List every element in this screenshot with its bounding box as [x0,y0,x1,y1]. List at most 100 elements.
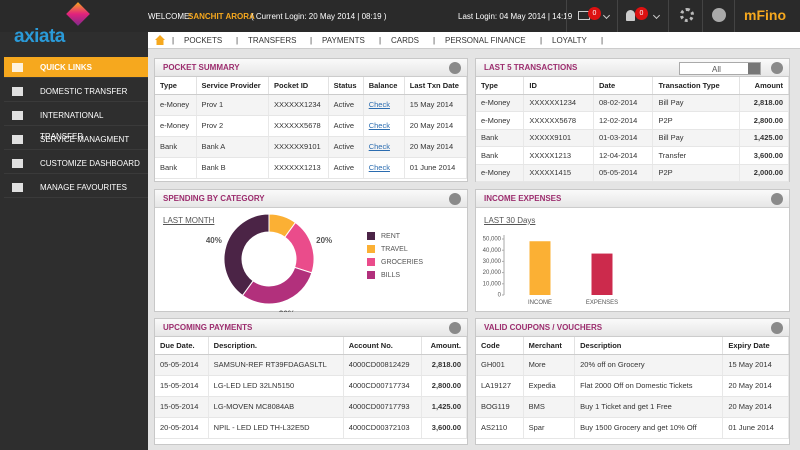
table-cell: P2P [652,164,741,182]
collapse-button[interactable] [449,62,461,74]
table-cell: 01 June 2014 [404,157,468,179]
table-cell: 01 June 2014 [722,417,789,439]
nav-item[interactable]: PAYMENTS [322,36,365,45]
dropdown-caret[interactable] [652,11,661,20]
nav-separator: | [540,36,543,45]
table-cell: 2,818.00 [421,354,468,376]
sidebar-item[interactable]: DOMESTIC TRANSFER [4,81,148,102]
table-cell: 20 May 2014 [722,375,789,397]
sidebar-item[interactable]: CUSTOMIZE DASHBOARD [4,153,148,174]
table-row: Bank Bank B XXXXXX1213 Active Check 01 June 2… [155,157,468,179]
table-cell: XXXXXX5678 [268,115,329,137]
check-link[interactable]: Check [368,163,390,172]
alert-icon[interactable] [626,10,635,21]
check-link[interactable]: Check [368,100,390,109]
table-row: Bank XXXXX9101 01-03-2014 Bill Pay 1,425.00 [476,129,789,147]
column-header: Account No. [343,337,422,355]
table-cell: e-Money [155,94,197,116]
nav-bar: | POCKETS | TRANSFERS | PAYMENTS | CARDS | PERSON… [148,32,800,49]
sidebar-icon [12,111,23,120]
panel-title: POCKET SUMMARY [163,63,240,72]
table-cell: 20 May 2014 [404,115,468,137]
table-cell: 1,425.00 [421,396,468,418]
table-cell: Active [328,115,364,137]
collapse-button[interactable] [449,193,461,205]
collapse-button[interactable] [771,322,783,334]
table-row: Bank Bank A XXXXXX9101 Active Check 20 May 20… [155,136,468,158]
data-table: Code Merchant Description Expiry Date GH001 M… [476,337,789,439]
table-cell: Flat 2000 Off on Domestic Tickets [574,375,724,397]
nav-separator: | [379,36,382,45]
home-icon[interactable] [155,35,165,45]
check-link[interactable]: Check [368,121,390,130]
table-cell: e-Money [155,115,197,137]
y-tick-label: 10,000 [483,281,502,287]
table-row: e-Money XXXXXX1234 08-02-2014 Bill Pay 2,818… [476,94,789,112]
table-cell: XXXXXX1234 [268,94,329,116]
nav-item[interactable]: TRANSFERS [248,36,297,45]
panel-header: INCOME EXPENSES [476,190,789,208]
chart-subtitle: LAST MONTH [163,216,215,225]
column-header: Merchant [523,337,576,355]
alert-badge: 0 [635,7,648,20]
sidebar: QUICK LINKS DOMESTIC TRANSFER INTERNATIONA… [0,32,148,450]
user-name[interactable]: SANCHIT ARORA [188,12,255,21]
legend-label: GROCERIES [381,259,423,266]
sidebar-icon [12,159,23,168]
table-cell: BMS [523,396,576,418]
table-cell: Bill Pay [652,129,741,147]
table-cell: Check [363,115,405,137]
collapse-button[interactable] [771,62,783,74]
table-cell: 4000CD00717734 [343,375,422,397]
panel-header: SPENDING BY CATEGORY [155,190,467,208]
chart-subtitle: LAST 30 Days [484,216,536,225]
logo: axiata [14,26,65,47]
dropdown-caret[interactable] [602,11,611,20]
table-cell: Check [363,157,405,179]
header-row: Code Merchant Description Expiry Date [476,337,789,355]
filter-select[interactable]: All [679,62,761,75]
table-row: e-Money XXXXX1415 05-05-2014 P2P 2,000.00 [476,164,789,182]
table-cell: 4000CD00372103 [343,417,422,439]
panel-header: VALID COUPONS / VOUCHERS [476,319,789,337]
table-cell: 15 May 2014 [404,94,468,116]
sidebar-item[interactable]: MANAGE FAVOURITES [4,177,148,198]
nav-item[interactable]: CARDS [391,36,420,45]
panel-header: POCKET SUMMARY [155,59,467,77]
nav-item[interactable]: POCKETS [184,36,223,45]
column-header: Code [476,337,524,355]
slice-label: 30% [279,309,295,312]
sidebar-item[interactable]: QUICK LINKS [4,57,148,78]
table-row: 15-05-2014 LG-LED LED 32LN5150 4000CD00717… [155,375,468,397]
table-cell: Active [328,94,364,116]
legend-swatch [367,258,375,266]
collapse-button[interactable] [771,193,783,205]
sidebar-item[interactable]: SERVICE MANAGMENT [4,129,148,150]
table-cell: 2,800.00 [739,111,789,130]
divider [702,0,703,32]
brand: mFino [744,7,786,23]
table-row: GH001 More 20% off on Grocery 15 May 2014 [476,354,789,376]
divider [668,0,669,32]
table-cell: Prov 1 [196,94,270,116]
donut-slice [223,213,270,297]
table-cell: Bank A [196,136,270,158]
panel: POCKET SUMMARY Type Service Provider Pocket… [154,58,468,182]
nav-item[interactable]: LOYALTY [552,36,587,45]
sidebar-item[interactable]: INTERNATIONAL TRANSFER [4,105,148,141]
legend-label: BILLS [381,272,400,279]
settings-icon[interactable] [680,8,694,22]
column-header: Description [574,337,724,355]
nav-item[interactable]: PERSONAL FINANCE [445,36,526,45]
bar [529,241,551,295]
data-table: Type Service Provider Pocket ID Status Balan… [155,77,468,179]
legend-label: RENT [381,233,401,240]
check-link[interactable]: Check [368,142,390,151]
nav-separator: | [172,36,175,45]
profile-icon[interactable] [712,8,726,22]
panel: UPCOMING PAYMENTS Due Date. Description. Ac… [154,318,468,445]
sidebar-icon [12,135,23,144]
table-row: AS2110 Spar Buy 1500 Grocery and get 10% O… [476,417,789,439]
collapse-button[interactable] [449,322,461,334]
